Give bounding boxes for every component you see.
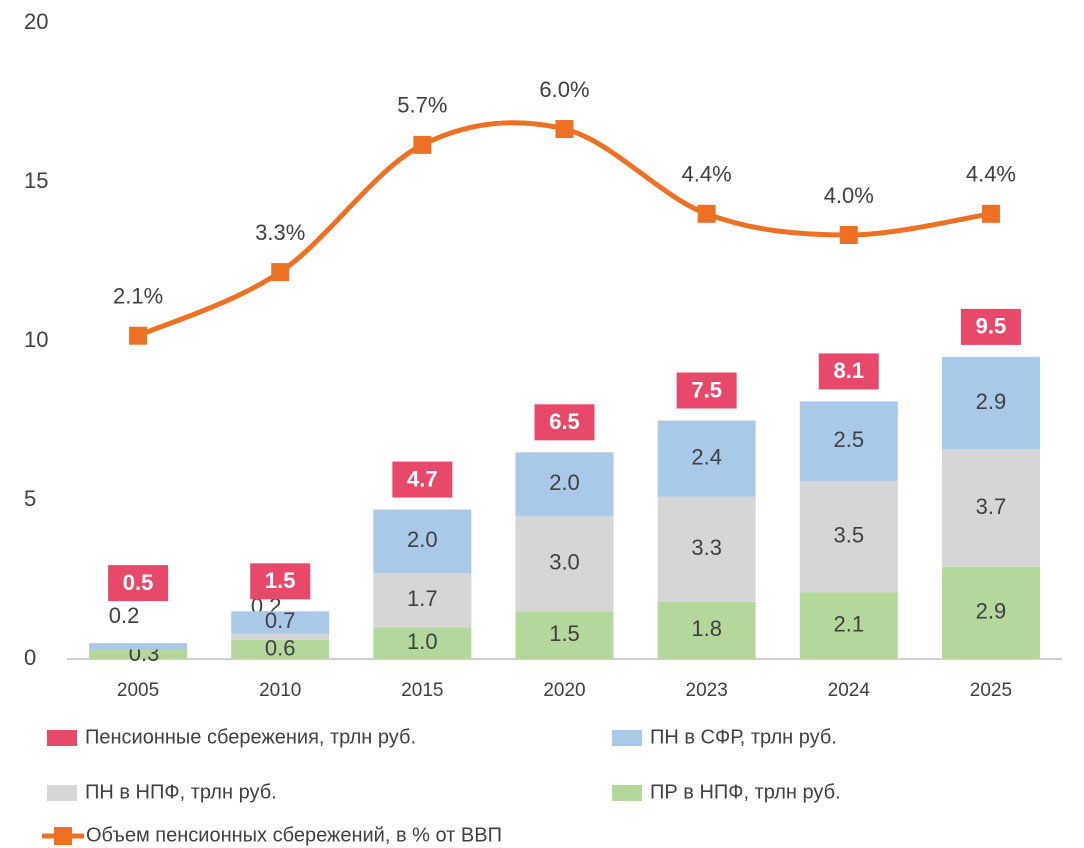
bar-segment	[941, 449, 1040, 567]
legend-swatch	[47, 730, 77, 746]
bar-segment	[515, 611, 614, 659]
y-tick-label: 20	[24, 9, 48, 34]
x-tick-label: 2020	[543, 680, 585, 701]
line-marker	[271, 263, 290, 282]
data-label: 2.1	[833, 611, 864, 636]
legend-swatch	[612, 785, 642, 801]
bar-segment	[231, 611, 330, 634]
bar-segment	[799, 480, 898, 593]
y-tick-label: 0	[24, 645, 36, 670]
data-label: 3.3	[691, 535, 722, 560]
line-marker	[981, 204, 1000, 223]
total-label: 1.5	[265, 568, 296, 593]
data-label: 2.5	[833, 427, 864, 452]
total-box	[960, 308, 1021, 345]
line-marker	[839, 226, 858, 244]
line-label: 3.3%	[255, 220, 305, 245]
x-tick-label: 2023	[686, 680, 728, 701]
data-label: 3.0	[549, 549, 580, 574]
bar-segment	[373, 627, 472, 659]
x-tick-label: 2010	[259, 680, 301, 701]
line-label: 5.7%	[397, 93, 447, 118]
bar-segment	[231, 633, 330, 640]
data-label: 0.7	[265, 608, 296, 633]
x-tick-label: 2024	[828, 680, 871, 701]
line-label: 4.4%	[682, 162, 732, 187]
bar-segment	[657, 496, 756, 602]
bar-segment	[89, 643, 188, 650]
legend-marker	[54, 827, 72, 845]
x-tick-label: 2025	[970, 680, 1012, 701]
data-label: 3.7	[976, 494, 1007, 519]
total-box	[250, 563, 311, 600]
total-label: 0.5	[123, 570, 154, 595]
legend-label: ПН в НПФ, трлн руб.	[85, 781, 277, 803]
line-marker	[555, 120, 574, 138]
line-label: 4.4%	[966, 162, 1016, 187]
data-label: 0.2	[109, 603, 140, 628]
legend-label: Объем пенсионных сбережений, в % от ВВП	[86, 824, 502, 846]
bar-segment	[373, 573, 472, 628]
bar-segment	[941, 356, 1040, 450]
data-label: 1.0	[407, 629, 438, 654]
data-label: 2.9	[976, 389, 1007, 414]
data-label: 2.4	[691, 444, 722, 469]
bar-segment	[231, 639, 330, 659]
bar-segment	[89, 649, 188, 659]
total-box	[676, 372, 737, 409]
legend-label: Пенсионные сбережения, трлн руб.	[85, 726, 416, 748]
total-box	[392, 461, 453, 498]
line-marker	[413, 135, 432, 154]
data-label: 2.9	[976, 599, 1007, 624]
bar-segment	[941, 566, 1040, 659]
bar-segment	[799, 401, 898, 481]
total-label: 4.7	[407, 466, 438, 491]
bar-segment	[657, 601, 756, 659]
x-tick-label: 2015	[401, 680, 443, 701]
bar-segment	[515, 452, 614, 516]
y-tick-label: 5	[24, 486, 36, 511]
bar-segment	[373, 509, 472, 574]
line-marker	[697, 204, 716, 223]
bar-segment	[657, 420, 756, 497]
data-label: 1.5	[549, 621, 580, 646]
line-marker	[129, 326, 148, 345]
total-box	[818, 353, 879, 390]
total-box	[534, 404, 595, 441]
data-label: 3.5	[833, 522, 864, 547]
y-tick-label: 15	[24, 168, 48, 193]
total-label: 7.5	[691, 377, 722, 402]
y-tick-label: 10	[24, 327, 48, 352]
total-label: 8.1	[833, 358, 864, 383]
total-box	[108, 565, 169, 602]
x-tick-label: 2005	[117, 680, 159, 701]
data-label: 1.7	[407, 586, 438, 611]
legend-label: ПН в СФР, трлн руб.	[650, 726, 837, 748]
line-label: 6.0%	[539, 77, 589, 102]
legend-swatch	[47, 785, 77, 801]
bar-segment	[799, 592, 898, 659]
data-label: 2.0	[549, 470, 580, 495]
line-label: 4.0%	[824, 183, 874, 208]
data-label: 2.0	[407, 527, 438, 552]
data-label: 1.8	[691, 616, 722, 641]
legend-swatch	[612, 730, 642, 746]
total-label: 9.5	[976, 314, 1007, 339]
line-label: 2.1%	[113, 284, 163, 309]
bar-segment	[515, 515, 614, 612]
legend-label: ПР в НПФ, трлн руб.	[650, 781, 841, 803]
total-label: 6.5	[549, 409, 580, 434]
